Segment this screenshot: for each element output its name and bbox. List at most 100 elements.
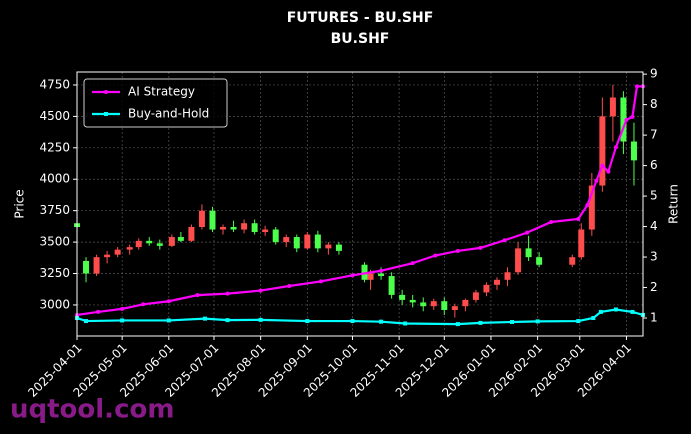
- marker: [502, 238, 507, 243]
- candle-body: [378, 273, 385, 277]
- legend-label: AI Strategy: [128, 85, 195, 99]
- candle-body: [399, 294, 406, 300]
- marker: [258, 288, 263, 293]
- candle-body: [304, 234, 311, 249]
- candle-body: [420, 302, 427, 307]
- marker: [433, 253, 438, 258]
- marker: [606, 169, 611, 174]
- candle-body: [367, 273, 374, 280]
- candle-body: [525, 248, 532, 258]
- candle-body: [599, 116, 606, 186]
- marker: [84, 319, 89, 324]
- marker: [225, 318, 230, 323]
- legend-marker: [104, 112, 108, 116]
- candle-body: [177, 237, 184, 241]
- candle-body: [314, 234, 321, 249]
- candle-body: [272, 229, 279, 243]
- candle-body: [325, 244, 332, 249]
- candle-body: [630, 141, 637, 161]
- marker: [510, 319, 515, 324]
- candle-body: [515, 248, 522, 273]
- marker: [600, 163, 605, 168]
- candle-body: [230, 227, 237, 230]
- candle-body: [361, 264, 368, 280]
- candle-body: [168, 237, 175, 246]
- chart-subtitle: BU.SHF: [331, 31, 390, 47]
- marker: [225, 291, 230, 296]
- candle-body: [104, 254, 111, 258]
- y-axis-label: Price: [13, 189, 27, 218]
- marker: [318, 279, 323, 284]
- marker: [634, 84, 639, 89]
- candle-body: [209, 210, 216, 230]
- y2-tick-label: 1: [650, 311, 658, 325]
- y-tick-label: 4250: [39, 140, 70, 154]
- marker: [287, 284, 292, 289]
- marker: [630, 114, 635, 119]
- marker: [96, 309, 101, 314]
- y2-tick-label: 4: [650, 219, 658, 233]
- marker: [591, 316, 596, 321]
- marker: [166, 299, 171, 304]
- candle-body: [569, 257, 576, 265]
- marker: [141, 302, 146, 307]
- candle-body: [462, 299, 469, 307]
- candle-body: [388, 276, 395, 295]
- marker: [613, 145, 618, 150]
- candle-body: [609, 97, 616, 117]
- marker: [535, 319, 540, 324]
- candle-body: [283, 237, 290, 243]
- marker: [478, 320, 483, 325]
- marker: [576, 216, 581, 221]
- candle-body: [135, 240, 142, 248]
- marker: [120, 306, 125, 311]
- candle-body: [620, 97, 627, 142]
- marker: [350, 319, 355, 324]
- y-tick-label: 4500: [39, 109, 70, 123]
- candle-body: [146, 240, 153, 244]
- candle-body: [262, 229, 269, 233]
- candle-body: [472, 292, 479, 300]
- candle-body: [504, 272, 511, 280]
- plot-frame: [76, 71, 644, 337]
- marker: [576, 319, 581, 324]
- y-tick-label: 3250: [39, 266, 70, 280]
- y2-tick-label: 6: [650, 158, 658, 172]
- y2-tick-label: 2: [650, 280, 658, 294]
- marker: [455, 322, 460, 327]
- marker: [455, 248, 460, 253]
- y-tick-label: 4000: [39, 172, 70, 186]
- candle-body: [409, 299, 416, 303]
- marker: [166, 318, 171, 323]
- candle-body: [430, 301, 437, 307]
- marker: [305, 319, 310, 324]
- marker: [624, 117, 629, 122]
- candle-body: [588, 185, 595, 230]
- candle-body: [578, 229, 585, 258]
- y2-tick-label: 9: [650, 67, 658, 81]
- y-tick-label: 3000: [39, 297, 70, 311]
- candle-body: [451, 306, 458, 310]
- marker: [120, 318, 125, 323]
- legend-marker: [104, 90, 108, 94]
- marker: [594, 178, 599, 183]
- candle-body: [483, 284, 490, 293]
- candle-body: [188, 227, 195, 241]
- marker: [410, 261, 415, 266]
- marker: [258, 317, 263, 322]
- candle-body: [156, 243, 163, 246]
- candle-body: [335, 244, 342, 251]
- y2-tick-label: 7: [650, 128, 658, 142]
- candle-body: [293, 237, 300, 249]
- candle-body: [198, 210, 205, 228]
- candle-body: [114, 249, 121, 255]
- candle-body: [251, 223, 258, 233]
- candle-body: [126, 247, 133, 250]
- y-tick-label: 4750: [39, 77, 70, 91]
- marker: [549, 219, 554, 224]
- marker: [630, 309, 635, 314]
- watermark: uqtool.com: [10, 395, 174, 425]
- y-tick-label: 3750: [39, 203, 70, 217]
- marker: [379, 319, 384, 324]
